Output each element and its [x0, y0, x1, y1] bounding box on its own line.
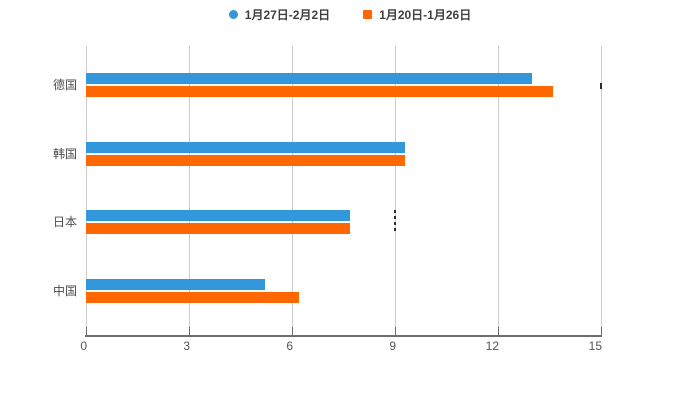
bar-series2-row3 [86, 223, 351, 235]
legend-square-marker-icon [363, 9, 373, 19]
legend-circle-marker-icon [228, 9, 238, 19]
x-axis-tick-label: 15 [588, 339, 602, 353]
category-label-3: 日本 [52, 215, 77, 230]
legend-item-series-2[interactable]: 1月20日-1月26日 [363, 6, 471, 23]
bar-series1-row3 [86, 210, 351, 222]
x-axis-tick-label: 9 [389, 339, 396, 353]
category-label-2: 韩国 [52, 146, 77, 161]
gridline-15 [600, 46, 602, 335]
legend-label: 1月20日-1月26日 [379, 7, 472, 22]
category-label-1: 德国 [52, 78, 77, 92]
x-axis-tick-label: 0 [80, 339, 87, 353]
x-axis-tick-label: 6 [286, 339, 293, 353]
x-axis-tick-0 [85, 327, 87, 335]
gridline-3 [188, 46, 190, 335]
bar-series1-row2 [86, 141, 406, 153]
legend: 1月27日-2月2日 1月20日-1月26日 [0, 5, 700, 23]
bar-series1-row4 [86, 279, 265, 290]
x-axis-tick-9 [394, 327, 396, 335]
gridline-12 [497, 46, 499, 335]
bar-series2-row1 [86, 86, 553, 97]
gridline-9 [394, 46, 396, 335]
x-axis-line [85, 335, 602, 337]
gridline-0 [85, 46, 87, 335]
x-axis-tick-3 [188, 327, 190, 335]
x-axis-tick-label: 3 [183, 339, 190, 353]
legend-label: 1月27日-2月2日 [244, 7, 331, 22]
x-axis-tick-12 [497, 327, 499, 335]
short-tick-marker [600, 83, 602, 89]
legend-item-series-1[interactable]: 1月27日-2月2日 [228, 6, 331, 23]
category-label-4: 中国 [52, 284, 77, 298]
bar-series1-row1 [86, 73, 533, 84]
x-axis-tick-6 [291, 327, 293, 335]
x-axis-tick-label: 12 [485, 339, 499, 353]
bar-series2-row2 [86, 154, 406, 166]
gridline-6 [291, 46, 293, 335]
bar-series2-row4 [86, 292, 299, 303]
x-axis-tick-15 [600, 327, 602, 335]
dashed-tick-marker [394, 210, 396, 235]
